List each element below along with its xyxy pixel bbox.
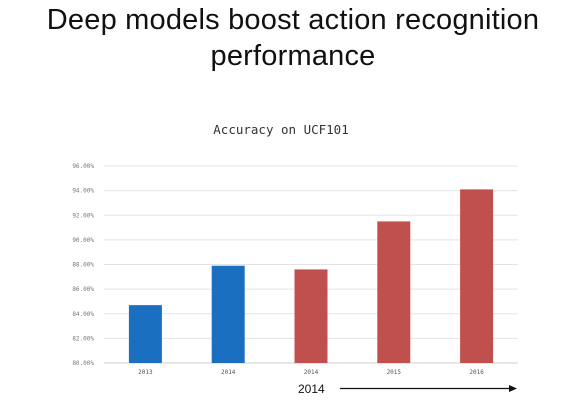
x-tick-label: 2014 <box>304 369 319 376</box>
bar-2015-4 <box>377 221 411 363</box>
slide-title: Deep models boost action recognition per… <box>0 2 586 74</box>
y-tick-label: 92.00% <box>72 212 94 219</box>
y-tick-label: 82.00% <box>72 335 94 342</box>
x-tick-label: 2015 <box>387 369 402 376</box>
bar-2014-3 <box>294 269 328 363</box>
bar-2014-2 <box>211 265 245 363</box>
annotation-label: 2014 <box>298 382 325 396</box>
x-tick-label: 2014 <box>221 369 236 376</box>
slide-title-line-1: Deep models boost action recognition <box>46 4 540 36</box>
annotation-arrowhead <box>509 385 517 392</box>
y-tick-label: 96.00% <box>72 163 94 170</box>
slide-title-line-2: performance <box>210 40 376 72</box>
y-tick-label: 88.00% <box>72 262 94 269</box>
bars <box>128 189 494 363</box>
y-tick-label: 90.00% <box>72 237 94 244</box>
x-axis-tick-labels: 2013 2014 2014 2015 2016 <box>138 369 484 376</box>
y-axis-tick-labels: 80.00% 82.00% 84.00% 86.00% 88.00% 90.00% 92.0… <box>72 163 94 367</box>
y-tick-label: 86.00% <box>72 286 94 293</box>
bar-2013-1 <box>128 305 162 363</box>
y-tick-label: 84.00% <box>72 311 94 318</box>
x-tick-label: 2013 <box>138 369 153 376</box>
y-tick-label: 80.00% <box>72 360 94 367</box>
annotation: 2014 <box>298 382 517 396</box>
x-tick-label: 2016 <box>469 369 484 376</box>
y-tick-label: 94.00% <box>72 188 94 195</box>
chart-title: Accuracy on UCF101 <box>213 122 348 137</box>
bar-2016-5 <box>460 189 494 363</box>
